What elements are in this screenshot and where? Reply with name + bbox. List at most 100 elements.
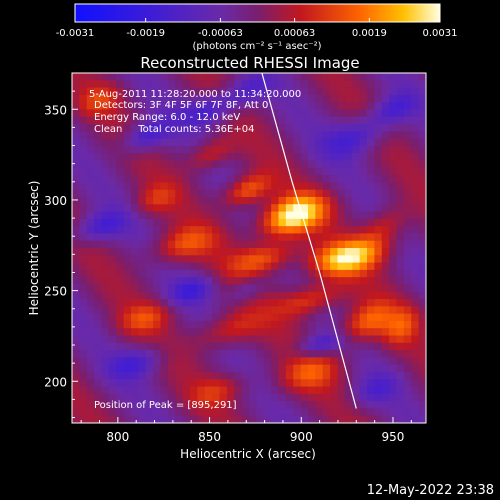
heatmap-cell xyxy=(212,350,221,358)
heatmap-cell xyxy=(359,175,368,183)
heatmap-cell xyxy=(86,73,95,81)
heatmap-cell xyxy=(293,408,302,417)
heatmap-cell xyxy=(145,131,154,140)
heatmap-cell xyxy=(108,73,117,81)
heatmap-cell xyxy=(167,393,176,402)
heatmap-cell xyxy=(367,233,375,242)
heatmap-cell xyxy=(300,248,309,256)
heatmap-cell xyxy=(367,87,375,96)
heatmap-cell xyxy=(315,408,324,417)
heatmap-cell xyxy=(94,379,103,388)
heatmap-cell xyxy=(145,116,154,125)
heatmap-cell xyxy=(418,167,426,176)
heatmap-image xyxy=(72,73,426,423)
heatmap-cell xyxy=(381,233,390,242)
heatmap-cell xyxy=(182,116,191,125)
colorbar-tick-label: -0.00063 xyxy=(198,28,243,39)
heatmap-cell xyxy=(123,175,132,183)
heatmap-cell xyxy=(160,211,169,220)
heatmap-cell xyxy=(204,211,213,220)
heatmap-cell xyxy=(337,218,346,227)
heatmap-cell xyxy=(182,386,191,395)
heatmap-cell xyxy=(344,240,353,249)
heatmap-cell xyxy=(234,218,243,227)
heatmap-cell xyxy=(389,393,398,402)
heatmap-cell xyxy=(86,175,95,183)
heatmap-cell xyxy=(219,153,228,162)
heatmap-cell xyxy=(72,357,80,366)
heatmap-cell xyxy=(226,131,235,140)
heatmap-cell xyxy=(182,313,191,322)
heatmap-cell xyxy=(374,313,383,322)
heatmap-cell xyxy=(182,284,191,293)
heatmap-cell xyxy=(182,415,191,423)
heatmap-cell xyxy=(337,291,346,300)
heatmap-cell xyxy=(175,233,184,242)
heatmap-cell xyxy=(396,262,405,271)
heatmap-cell xyxy=(241,342,250,351)
heatmap-cell xyxy=(108,415,117,423)
heatmap-cell xyxy=(249,138,257,147)
heatmap-cell xyxy=(418,218,426,227)
heatmap-cell xyxy=(72,226,80,235)
heatmap-cell xyxy=(123,371,132,380)
heatmap-cell xyxy=(330,350,339,358)
heatmap-cell xyxy=(389,277,398,286)
heatmap-cell xyxy=(367,204,375,213)
heatmap-cell xyxy=(271,240,280,249)
heatmap-cell xyxy=(359,226,368,235)
heatmap-cell xyxy=(108,153,117,162)
heatmap-cell xyxy=(344,138,353,147)
timestamp: 12-May-2022 23:38 xyxy=(367,483,494,498)
heatmap-cell xyxy=(79,167,88,176)
heatmap-cell xyxy=(94,371,103,380)
heatmap-cell xyxy=(101,167,110,176)
heatmap-cell xyxy=(204,401,213,410)
heatmap-cell xyxy=(300,379,309,388)
heatmap-cell xyxy=(212,255,221,264)
heatmap-cell xyxy=(108,284,117,293)
heatmap-cell xyxy=(241,306,250,315)
heatmap-cell xyxy=(131,299,139,307)
heatmap-cell xyxy=(271,167,280,176)
heatmap-cell xyxy=(418,131,426,140)
heatmap-cell xyxy=(256,393,265,402)
heatmap-cell xyxy=(241,328,250,337)
heatmap-cell xyxy=(308,87,316,96)
heatmap-cell xyxy=(72,160,80,169)
heatmap-cell xyxy=(411,320,420,329)
heatmap-cell xyxy=(300,277,309,286)
heatmap-cell xyxy=(101,262,110,271)
heatmap-cell xyxy=(138,313,147,322)
heatmap-cell xyxy=(322,145,331,154)
heatmap-cell xyxy=(182,175,191,183)
heatmap-cell xyxy=(219,291,228,300)
heatmap-cell xyxy=(153,393,162,402)
heatmap-cell xyxy=(249,379,257,388)
heatmap-cell xyxy=(226,255,235,264)
heatmap-cell xyxy=(293,116,302,125)
heatmap-cell xyxy=(389,189,398,198)
heatmap-cell xyxy=(190,255,198,264)
heatmap-cell xyxy=(344,94,353,103)
heatmap-cell xyxy=(212,226,221,235)
heatmap-cell xyxy=(418,357,426,366)
heatmap-cell xyxy=(226,350,235,358)
heatmap-cell xyxy=(263,335,272,344)
heatmap-cell xyxy=(337,335,346,344)
heatmap-cell xyxy=(212,182,221,191)
heatmap-cell xyxy=(72,204,80,213)
heatmap-cell xyxy=(256,255,265,264)
heatmap-cell xyxy=(116,415,125,423)
heatmap-cell xyxy=(145,320,154,329)
heatmap-cell xyxy=(315,248,324,256)
heatmap-cell xyxy=(322,138,331,147)
heatmap-cell xyxy=(374,233,383,242)
heatmap-cell xyxy=(403,401,412,410)
heatmap-cell xyxy=(219,189,228,198)
heatmap-cell xyxy=(72,371,80,380)
heatmap-cell xyxy=(190,73,198,81)
heatmap-cell xyxy=(249,160,257,169)
heatmap-cell xyxy=(396,145,405,154)
heatmap-cell xyxy=(359,313,368,322)
